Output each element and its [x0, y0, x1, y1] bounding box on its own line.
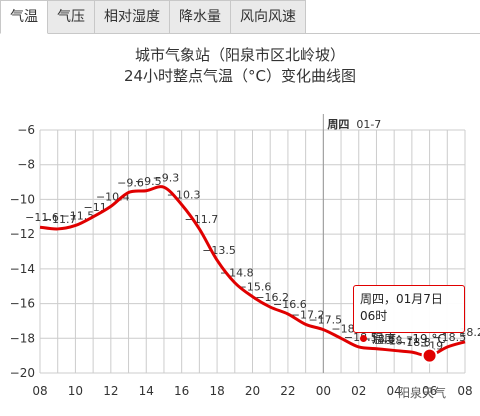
watermark: 阳泉天气	[398, 386, 447, 400]
y-tick-label: −20	[10, 366, 35, 380]
y-tick-label: −18	[10, 331, 35, 345]
chart-title: 城市气象站（阳泉市区北岭坡）	[134, 46, 345, 64]
tooltip-title: 周四，01月7日06时	[360, 292, 443, 323]
x-tick-label: 16	[174, 384, 189, 398]
tooltip-value: -19 °C	[408, 331, 446, 346]
x-tick-label: 20	[245, 384, 260, 398]
x-tick-label: 18	[209, 384, 224, 398]
data-label: −17.2	[291, 308, 325, 321]
x-tick-label: 00	[316, 384, 331, 398]
data-label: −13.5	[202, 244, 236, 257]
tab-wind[interactable]: 风向风速	[231, 0, 306, 34]
tab-precipitation[interactable]: 降水量	[170, 0, 231, 34]
data-label: −11.6	[25, 211, 59, 224]
data-label: −17.5	[308, 314, 342, 327]
x-tick-label: 08	[32, 384, 47, 398]
x-tick-label: 02	[351, 384, 366, 398]
tab-temperature[interactable]: 气温	[0, 0, 48, 34]
day-marker-date: 01-7	[356, 118, 381, 131]
data-label: −18.6	[362, 333, 396, 346]
data-label: −9.6	[117, 176, 144, 189]
tab-humidity[interactable]: 相对湿度	[95, 0, 170, 34]
x-tick-label: 04	[387, 384, 402, 398]
tab-bar: 气温 气压 相对湿度 降水量 风向风速	[0, 0, 480, 34]
temperature-series-line	[39, 185, 466, 358]
y-tick-label: −12	[10, 227, 35, 241]
x-tick-label: 10	[68, 384, 83, 398]
x-tick-label: 08	[457, 384, 472, 398]
y-tick-label: −16	[10, 297, 35, 311]
x-tick-label: 22	[280, 384, 295, 398]
day-marker-day: 周四	[327, 118, 349, 131]
data-label: −16.6	[273, 298, 307, 311]
tooltip-row: 温度： -19 °C	[360, 330, 458, 347]
series-dot-icon	[360, 335, 367, 342]
tab-bar-spacer	[306, 0, 480, 34]
x-tick-label: 06	[422, 384, 437, 398]
tab-pressure[interactable]: 气压	[48, 0, 95, 34]
y-tick-label: −8	[17, 158, 35, 172]
y-tick-label: −6	[17, 123, 35, 137]
y-tick-label: −10	[10, 192, 35, 206]
highlight-point	[421, 347, 438, 364]
chart-subtitle: 24小时整点气温（°C）变化曲线图	[123, 67, 357, 85]
data-label: −10.4	[96, 190, 130, 203]
data-label: −11.7	[43, 213, 77, 226]
data-label: −9.3	[153, 171, 180, 184]
data-label: −18.8	[397, 336, 431, 349]
x-tick-label: 12	[103, 384, 118, 398]
data-label: −18	[331, 322, 354, 335]
data-label: −11	[84, 201, 107, 214]
data-label: −9.5	[135, 175, 162, 188]
data-label: −18.7	[379, 334, 413, 347]
x-tick-label: 14	[139, 384, 154, 398]
y-tick-label: −14	[10, 262, 35, 276]
tooltip: 周四，01月7日06时 温度： -19 °C	[353, 285, 465, 346]
data-label: −16.2	[255, 291, 289, 304]
tooltip-series-label: 温度：	[372, 332, 409, 346]
data-label: −11.7	[185, 213, 219, 226]
data-label: −18.5	[432, 331, 466, 344]
